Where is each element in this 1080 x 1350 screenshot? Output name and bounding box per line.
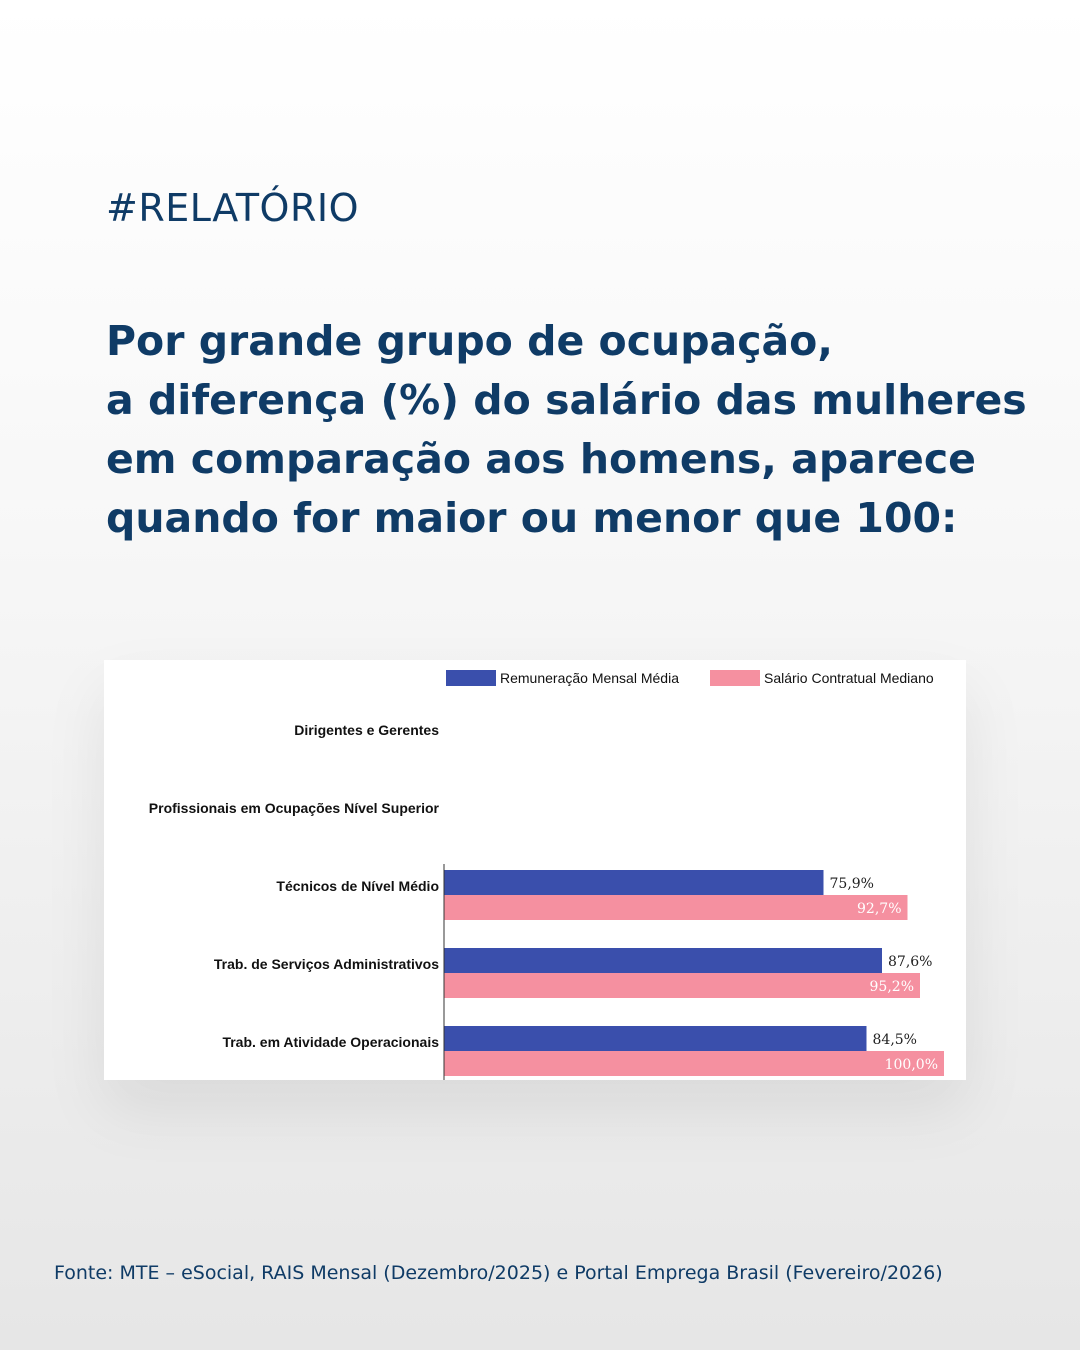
data-label: 75,9% xyxy=(830,876,874,892)
bar xyxy=(444,948,882,973)
bar xyxy=(444,870,824,895)
legend-swatch xyxy=(446,670,496,686)
section-tag: #RELATÓRIO xyxy=(106,186,359,230)
bar xyxy=(444,895,908,920)
category-label: Dirigentes e Gerentes xyxy=(294,722,439,738)
legend-label: Remuneração Mensal Média xyxy=(500,670,679,686)
data-label: 100,0% xyxy=(885,1057,938,1073)
headline: Por grande grupo de ocupação, a diferenç… xyxy=(106,312,1027,548)
category-label: Trab. de Serviços Administrativos xyxy=(214,956,439,972)
category-label: Técnicos de Nível Médio xyxy=(276,878,439,894)
data-label: 95,2% xyxy=(870,979,914,995)
headline-line: a diferença (%) do salário das mulheres xyxy=(106,376,1027,424)
data-label: 92,7% xyxy=(857,901,901,917)
bar xyxy=(444,1051,944,1076)
data-label: 84,5% xyxy=(873,1032,917,1048)
legend-label: Salário Contratual Mediano xyxy=(764,670,934,686)
headline-line: Por grande grupo de ocupação, xyxy=(106,317,833,365)
category-label: Trab. em Atividade Operacionais xyxy=(222,1034,439,1050)
bar xyxy=(444,973,920,998)
category-label: Profissionais em Ocupações Nível Superio… xyxy=(149,800,440,816)
headline-line: em comparação aos homens, aparece xyxy=(106,435,976,483)
chart-card: Remuneração Mensal Média Salário Contratu… xyxy=(104,660,966,1080)
data-label: 87,6% xyxy=(888,954,932,970)
headline-line: quando for maior ou menor que 100: xyxy=(106,494,958,542)
bar-chart: Remuneração Mensal Média Salário Contratu… xyxy=(149,670,944,1080)
bar xyxy=(444,1026,867,1051)
source-note: Fonte: MTE – eSocial, RAIS Mensal (Dezem… xyxy=(54,1262,943,1284)
legend-swatch xyxy=(710,670,760,686)
